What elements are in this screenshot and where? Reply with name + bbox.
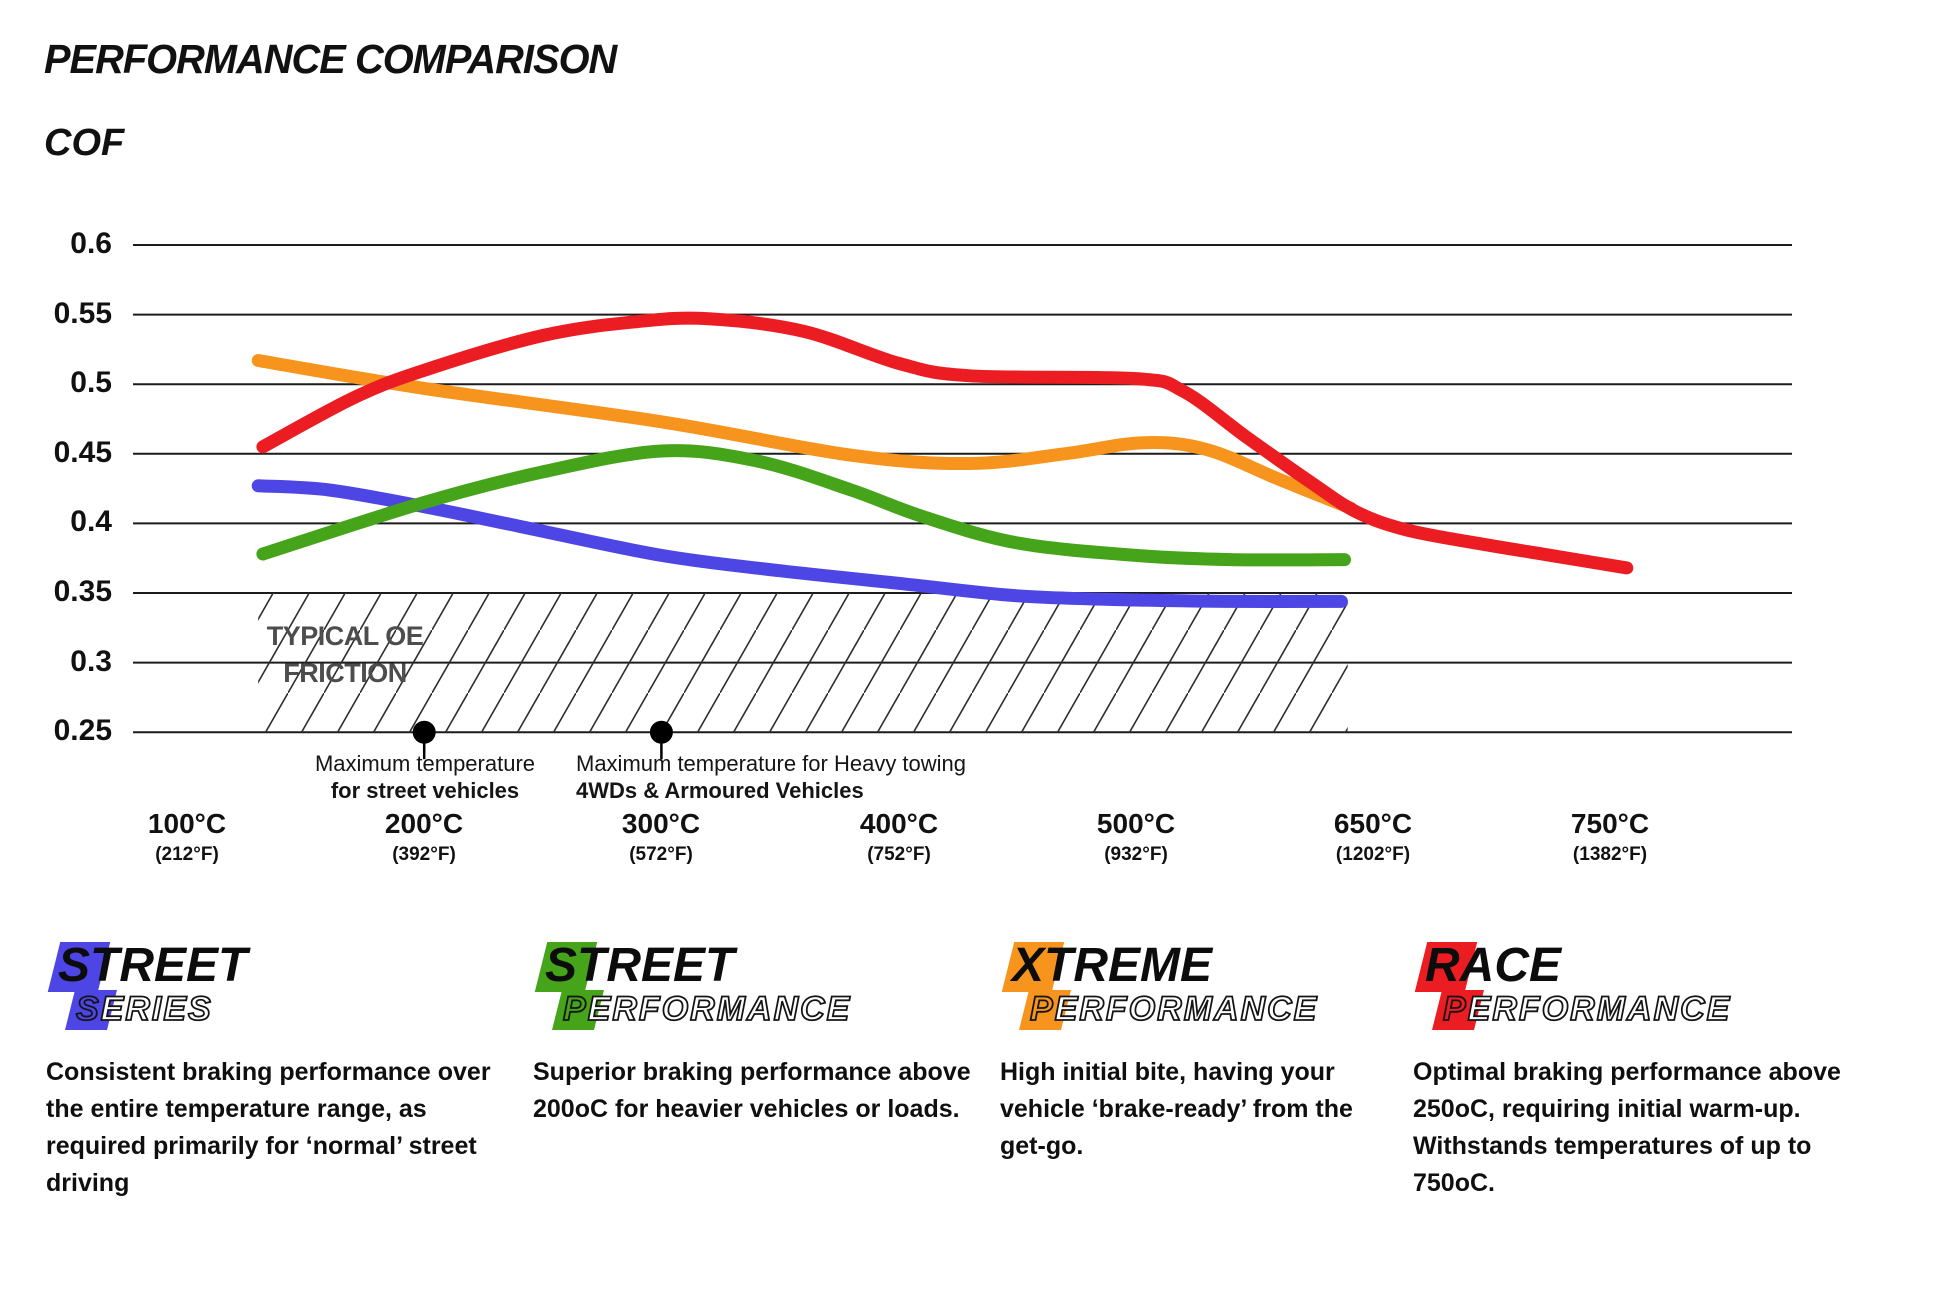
logo-line2-rest: ERIES	[100, 989, 213, 1029]
legend-description: Optimal braking performance above 250oC,…	[1413, 1058, 1841, 1197]
logo-line1: STREET	[58, 939, 248, 992]
oe-label-line1: TYPICAL OE	[266, 621, 424, 651]
y-tick-label: 0.55	[53, 297, 112, 330]
logo-line2: PERFORMANCE	[1442, 989, 1732, 1029]
race-performance-logo: RACE PERFORMANCE	[1413, 939, 1855, 1044]
x-tick-celsius: 200°C	[384, 808, 464, 839]
y-tick-label: 0.25	[53, 714, 112, 747]
street-series-logo: STREET SERIES	[46, 939, 508, 1044]
x-tick-400c: 400°C (752°F)	[814, 808, 984, 866]
logo-line1: STREET	[545, 939, 735, 992]
annotation-street-vehicles: Maximum temperature for street vehicles	[283, 750, 567, 804]
x-tick-fahrenheit: (572°F)	[629, 844, 693, 865]
legend-item-race-performance: RACE PERFORMANCE Optimal braking perform…	[1413, 939, 1855, 1202]
y-tick-label: 0.6	[70, 227, 112, 260]
logo-line1: XTREME	[1012, 939, 1213, 992]
y-tick-label: 0.35	[53, 575, 112, 608]
x-tick-200c: 200°C (392°F)	[339, 808, 509, 866]
logo-line2-first-letter: P	[562, 989, 588, 1029]
legend-item-xtreme-performance: XTREME PERFORMANCE High initial bite, ha…	[1000, 939, 1382, 1165]
logo-line2-rest: ERFORMANCE	[1054, 989, 1319, 1029]
legend-description: Superior braking performance above 200oC…	[533, 1058, 971, 1123]
x-tick-celsius: 500°C	[1096, 808, 1176, 839]
x-tick-650c: 650°C (1202°F)	[1288, 808, 1458, 866]
logo-line2-first-letter: S	[75, 989, 101, 1029]
annotation-line2: for street vehicles	[330, 778, 520, 803]
legend-description: Consistent braking performance over the …	[46, 1058, 491, 1197]
logo-line2: SERIES	[75, 989, 213, 1029]
logo-line2: PERFORMANCE	[1029, 989, 1319, 1029]
logo-line2-rest: ERFORMANCE	[1467, 989, 1732, 1029]
x-tick-fahrenheit: (932°F)	[1104, 844, 1168, 865]
annotation-line2: 4WDs & Armoured Vehicles	[576, 778, 864, 803]
x-tick-fahrenheit: (752°F)	[867, 844, 931, 865]
typical-oe-friction-band	[258, 593, 1348, 733]
series-line-street-performance	[256, 444, 1351, 567]
x-tick-300c: 300°C (572°F)	[576, 808, 746, 866]
y-tick-label: 0.5	[70, 366, 112, 399]
x-tick-fahrenheit: (1382°F)	[1572, 844, 1648, 865]
typical-oe-friction-label: TYPICAL OE FRICTION	[252, 618, 438, 692]
x-tick-fahrenheit: (392°F)	[392, 844, 456, 865]
page-title: PERFORMANCE COMPARISON	[44, 36, 617, 82]
street-performance-logo: STREET PERFORMANCE	[533, 939, 985, 1044]
x-tick-750c: 750°C (1382°F)	[1525, 808, 1695, 866]
annotation-heavy-towing: Maximum temperature for Heavy towing 4WD…	[576, 750, 1016, 804]
annotation-line1: Maximum temperature for Heavy towing	[576, 751, 967, 776]
x-tick-fahrenheit: (212°F)	[155, 844, 219, 865]
x-tick-fahrenheit: (1202°F)	[1335, 844, 1411, 865]
annotation-line1: Maximum temperature	[314, 751, 536, 776]
y-tick-label: 0.3	[70, 645, 112, 678]
legend-item-street-performance: STREET PERFORMANCE Superior braking perf…	[533, 939, 985, 1128]
oe-label-line2: FRICTION	[283, 658, 407, 688]
x-tick-celsius: 650°C	[1333, 808, 1413, 839]
xtreme-performance-logo: XTREME PERFORMANCE	[1000, 939, 1382, 1044]
logo-line2: PERFORMANCE	[562, 989, 852, 1029]
x-tick-100c: 100°C (212°F)	[102, 808, 272, 866]
legend-description: High initial bite, having your vehicle ‘…	[1000, 1058, 1353, 1160]
x-tick-celsius: 300°C	[621, 808, 701, 839]
logo-line2-first-letter: P	[1029, 989, 1055, 1029]
annotation-marker-dot	[649, 720, 673, 744]
y-tick-label: 0.45	[53, 436, 112, 469]
y-axis-title: COF	[44, 122, 125, 164]
series-line-xtreme-performance	[251, 354, 1358, 515]
x-tick-celsius: 400°C	[859, 808, 939, 839]
legend-item-street-series: STREET SERIES Consistent braking perform…	[46, 939, 508, 1202]
logo-line1: RACE	[1425, 939, 1562, 992]
x-tick-celsius: 750°C	[1570, 808, 1650, 839]
x-tick-500c: 500°C (932°F)	[1051, 808, 1221, 866]
annotation-marker-dot	[412, 720, 436, 744]
series-line-race-performance	[256, 311, 1634, 575]
y-tick-label: 0.4	[70, 505, 112, 538]
x-tick-celsius: 100°C	[147, 808, 227, 839]
logo-line2-first-letter: P	[1442, 989, 1468, 1029]
logo-line2-rest: ERFORMANCE	[587, 989, 852, 1029]
